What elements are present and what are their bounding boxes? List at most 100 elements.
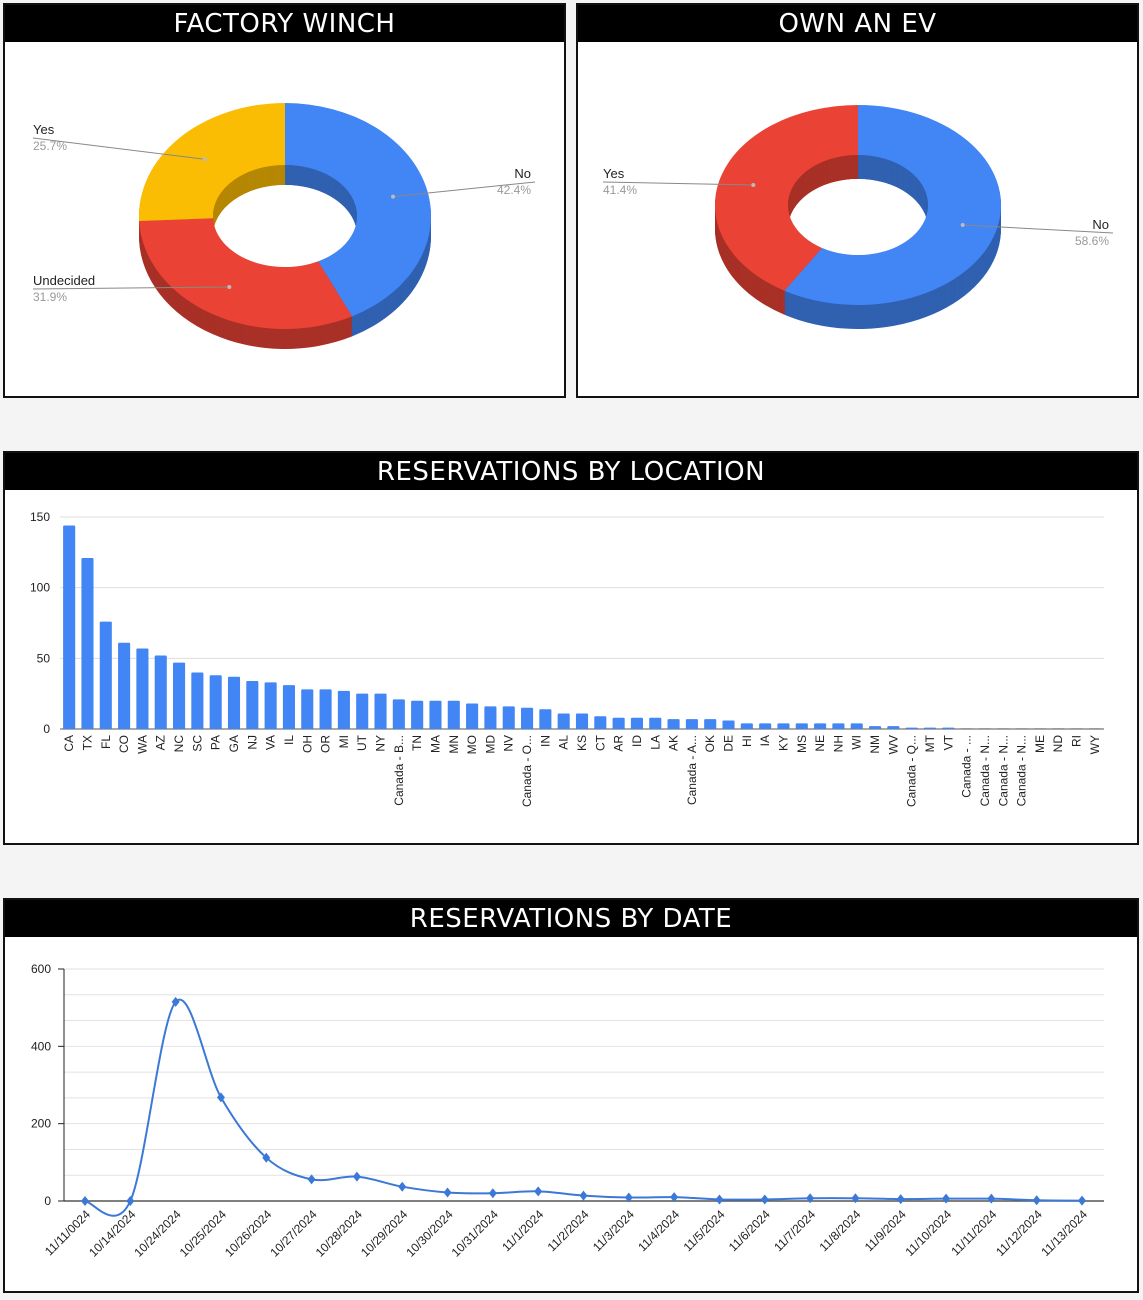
data-point[interactable] — [624, 1192, 633, 1203]
x-tick-label: Canada - N... — [996, 735, 1010, 806]
bar-tn[interactable] — [411, 700, 424, 729]
bar-va[interactable] — [264, 682, 277, 729]
data-point[interactable] — [307, 1174, 316, 1185]
data-point[interactable] — [896, 1194, 905, 1205]
x-tick-label: 11/3/2024 — [590, 1207, 637, 1254]
bar-or[interactable] — [319, 689, 332, 729]
data-point[interactable] — [579, 1190, 588, 1201]
bar-me[interactable] — [1033, 728, 1046, 729]
bar-ga[interactable] — [227, 676, 241, 729]
data-point[interactable] — [534, 1186, 543, 1197]
bar-ma[interactable] — [429, 700, 442, 729]
bar-ca[interactable] — [63, 525, 76, 729]
x-tick-label: VT — [941, 734, 955, 750]
bar-pa[interactable] — [209, 675, 222, 729]
bar-ne[interactable] — [814, 723, 827, 729]
bar-tx[interactable] — [81, 557, 94, 729]
bar-hi[interactable] — [740, 723, 753, 729]
bar-ms[interactable] — [795, 723, 808, 729]
data-point[interactable] — [715, 1194, 724, 1205]
bar-canada-n-[interactable] — [1015, 728, 1028, 729]
bar-ky[interactable] — [777, 723, 790, 729]
bar-in[interactable] — [539, 709, 552, 729]
bar-mo[interactable] — [466, 703, 479, 729]
slice-percent: 41.4% — [603, 183, 638, 197]
bar-mt[interactable] — [923, 727, 937, 729]
x-tick-label: AR — [612, 735, 626, 752]
bar-canada-n-[interactable] — [978, 728, 991, 729]
x-tick-label: LA — [648, 735, 662, 750]
bar-nh[interactable] — [832, 723, 845, 729]
data-point[interactable] — [1032, 1195, 1041, 1206]
data-point[interactable] — [216, 1092, 225, 1103]
data-point[interactable] — [443, 1187, 452, 1198]
bar-de[interactable] — [722, 720, 735, 729]
bar-co[interactable] — [118, 642, 131, 729]
y-tick-label: 0 — [44, 1194, 51, 1208]
data-point[interactable] — [987, 1193, 996, 1204]
x-tick-label: 11/13/2024 — [1038, 1207, 1090, 1259]
data-point[interactable] — [851, 1193, 860, 1204]
bar-ok[interactable] — [704, 719, 717, 729]
bar-nj[interactable] — [246, 680, 259, 729]
data-point[interactable] — [1078, 1195, 1086, 1206]
data-point[interactable] — [670, 1192, 679, 1203]
bar-ia[interactable] — [759, 723, 772, 729]
bar-il[interactable] — [282, 685, 295, 729]
bar-fl[interactable] — [99, 621, 112, 729]
bar-canada-n-[interactable] — [997, 728, 1010, 729]
series-line — [84, 998, 1083, 1217]
bar-canada-o-[interactable] — [521, 707, 534, 729]
bar-ny[interactable] — [374, 693, 387, 729]
bar-ks[interactable] — [575, 713, 589, 729]
data-point[interactable] — [398, 1181, 407, 1192]
x-tick-label: 11/1/2024 — [499, 1207, 546, 1254]
data-point[interactable] — [942, 1193, 951, 1204]
bar-canada-q-[interactable] — [905, 727, 918, 729]
bar-md[interactable] — [484, 706, 497, 729]
data-point[interactable] — [760, 1194, 769, 1205]
data-point[interactable] — [81, 1196, 89, 1206]
bar-mn[interactable] — [447, 700, 460, 729]
bar-nd[interactable] — [1052, 728, 1065, 729]
bar-nc[interactable] — [173, 662, 186, 729]
bar-az[interactable] — [154, 655, 167, 729]
donut-slice-yes[interactable] — [715, 105, 858, 291]
donut-slice-no[interactable] — [784, 105, 1001, 305]
bar-vt[interactable] — [942, 727, 955, 729]
bar-sc[interactable] — [191, 672, 204, 729]
leader-line — [32, 137, 205, 160]
slice-percent: 42.4% — [496, 183, 531, 197]
leader-dot — [960, 223, 965, 228]
donut-slice-yes[interactable] — [139, 103, 285, 221]
x-tick-label: OK — [703, 735, 717, 752]
bar-nm[interactable] — [869, 726, 882, 729]
bar-wi[interactable] — [850, 723, 863, 729]
bar-ri[interactable] — [1070, 728, 1083, 729]
donut-slice-no[interactable] — [285, 103, 431, 317]
x-tick-label: CO — [117, 735, 131, 753]
bar-canada-a-[interactable] — [685, 719, 698, 729]
bar-al[interactable] — [557, 713, 570, 729]
data-point[interactable] — [171, 996, 180, 1007]
bar-ct[interactable] — [594, 716, 607, 729]
bar-wa[interactable] — [136, 648, 149, 729]
bar-nv[interactable] — [502, 706, 515, 729]
bar-ut[interactable] — [356, 693, 369, 729]
bar-wv[interactable] — [887, 726, 900, 729]
bar-canada-[interactable] — [960, 728, 973, 729]
bar-ar[interactable] — [612, 717, 625, 729]
bar-oh[interactable] — [301, 689, 314, 729]
data-point[interactable] — [806, 1193, 815, 1204]
bar-ak[interactable] — [667, 719, 680, 729]
data-point[interactable] — [352, 1171, 361, 1182]
leader-line — [392, 181, 536, 198]
data-point[interactable] — [262, 1152, 271, 1163]
donut-slice-undecided[interactable] — [139, 218, 353, 329]
bar-canada-b-[interactable] — [392, 699, 405, 729]
bar-id[interactable] — [630, 717, 643, 729]
bar-mi[interactable] — [337, 690, 350, 729]
data-point[interactable] — [488, 1188, 497, 1199]
bar-wy[interactable] — [1088, 728, 1101, 729]
bar-la[interactable] — [649, 717, 662, 729]
